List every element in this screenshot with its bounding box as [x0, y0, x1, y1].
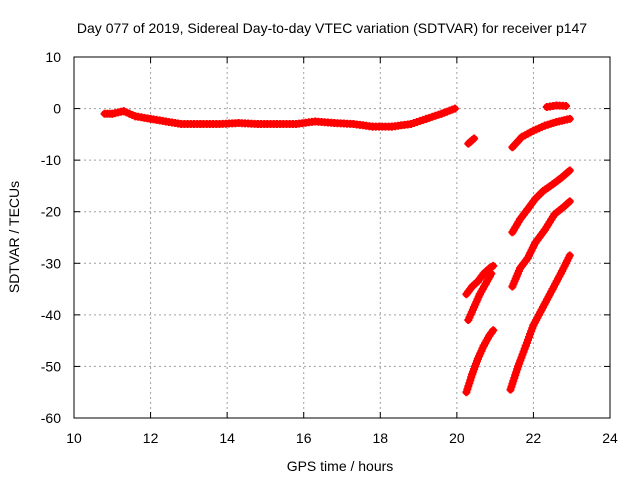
data-point [489, 326, 498, 335]
plot-frame [73, 56, 611, 419]
x-tick-label: 24 [602, 430, 618, 446]
data-point [565, 114, 574, 123]
data-arc [508, 166, 574, 237]
data-point [470, 134, 479, 143]
chart-title: Day 077 of 2019, Sidereal Day-to-day VTE… [77, 20, 587, 36]
y-tick-label: 0 [53, 101, 61, 117]
data-point [489, 261, 498, 270]
y-tick-label: -60 [41, 410, 61, 426]
data-point [450, 104, 459, 113]
data-point [565, 166, 574, 175]
data-point [487, 269, 496, 278]
x-tick-label: 14 [219, 430, 235, 446]
data-arc [462, 261, 498, 299]
data-marks [100, 101, 574, 397]
data-arc [100, 104, 459, 131]
y-tick-label: -20 [41, 204, 61, 220]
y-axis-ticks: 10 0 -10 -20 -30 -40 -50 -60 [41, 49, 610, 426]
data-arc [464, 269, 496, 324]
data-arc [542, 101, 570, 111]
x-axis-label: GPS time / hours [287, 458, 394, 474]
data-point [565, 197, 574, 206]
y-tick-label: -30 [41, 255, 61, 271]
data-arc [508, 197, 574, 291]
x-tick-label: 16 [296, 430, 312, 446]
y-tick-label: -50 [41, 358, 61, 374]
x-tick-label: 20 [449, 430, 465, 446]
data-point [565, 251, 574, 260]
y-tick-label: -10 [41, 152, 61, 168]
data-point [562, 102, 570, 110]
x-tick-label: 12 [143, 430, 159, 446]
data-arc [506, 251, 574, 394]
y-tick-label: 10 [45, 49, 61, 65]
x-tick-label: 10 [66, 430, 82, 446]
x-axis-ticks: 10 12 14 16 18 20 22 24 [66, 57, 618, 446]
y-tick-label: -40 [41, 307, 61, 323]
x-tick-label: 22 [526, 430, 542, 446]
data-arc [462, 326, 498, 397]
data-arc [464, 134, 479, 148]
data-arc [508, 114, 574, 152]
x-tick-label: 18 [372, 430, 388, 446]
y-axis-label: SDTVAR / TECUs [6, 181, 22, 293]
